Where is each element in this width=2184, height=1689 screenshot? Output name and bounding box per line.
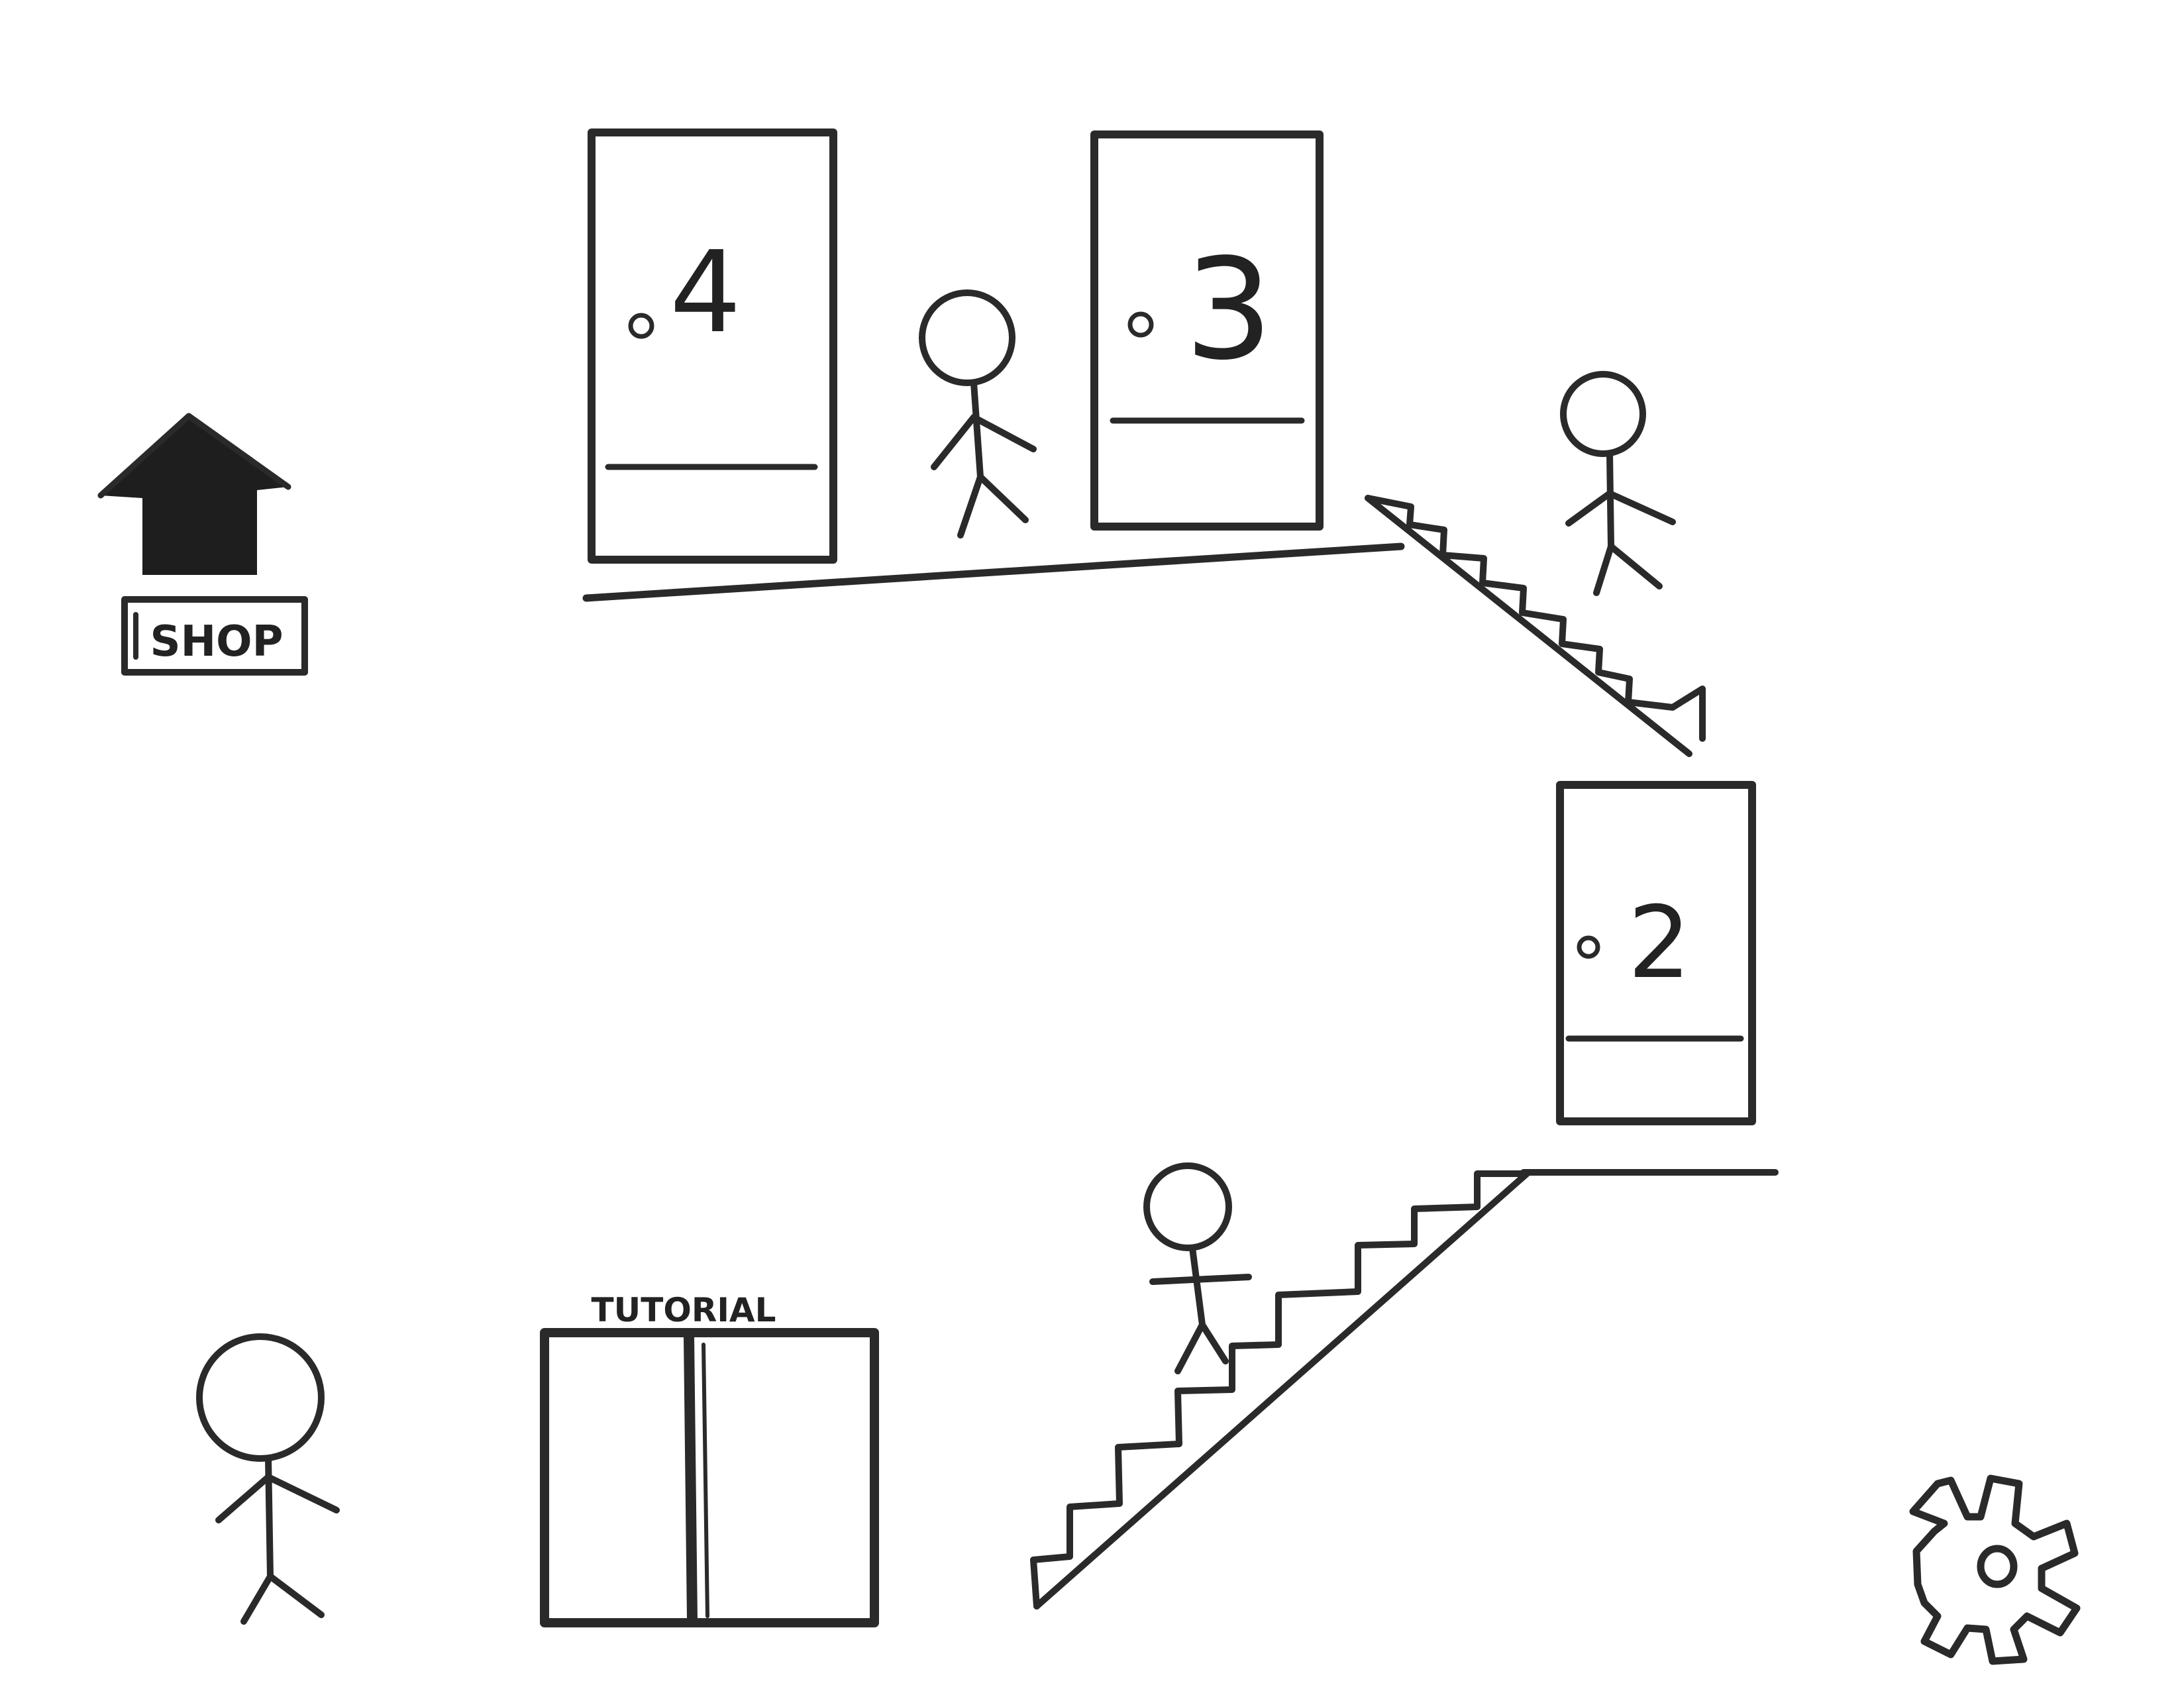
- door-number: 2: [1628, 886, 1690, 1001]
- upper-staircase: [1365, 495, 1706, 757]
- door-knob: [1577, 935, 1600, 959]
- door-3[interactable]: 3: [1090, 130, 1324, 531]
- door-knob: [628, 313, 654, 339]
- house-icon: [97, 413, 291, 575]
- shop-button[interactable]: SHOP: [97, 413, 308, 676]
- door-knob: [1127, 311, 1154, 338]
- door-number: 3: [1184, 229, 1273, 391]
- player-character: [196, 1333, 340, 1625]
- door-4[interactable]: 4: [588, 128, 837, 564]
- tutorial-elevator[interactable]: TUTORIAL: [540, 1291, 879, 1627]
- shop-label: SHOP: [150, 617, 284, 666]
- stick-figure: [1143, 1162, 1252, 1374]
- settings-button[interactable]: [1909, 1474, 2081, 1665]
- elevator-label: TUTORIAL: [592, 1291, 776, 1329]
- stick-figure: [919, 289, 1037, 538]
- upper-floor: [582, 542, 1405, 602]
- gear-icon: [1909, 1474, 2081, 1665]
- lower-staircase: [1030, 1170, 1530, 1610]
- door-2[interactable]: 2: [1556, 781, 1756, 1125]
- door-number: 4: [670, 227, 741, 358]
- stick-figure: [1560, 371, 1676, 596]
